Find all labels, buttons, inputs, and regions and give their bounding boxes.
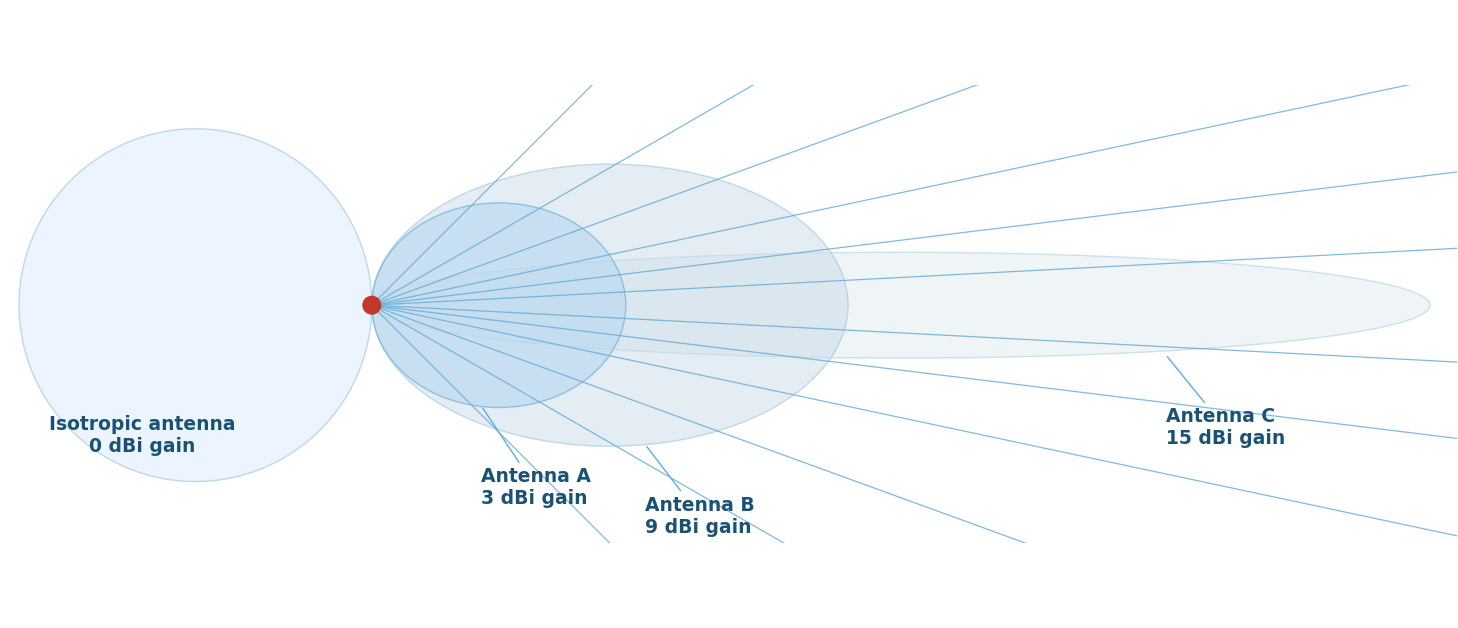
Text: Antenna C
15 dBi gain: Antenna C 15 dBi gain (1165, 357, 1284, 448)
Ellipse shape (19, 129, 372, 482)
Text: Antenna B
9 dBi gain: Antenna B 9 dBi gain (646, 447, 755, 537)
Ellipse shape (372, 203, 625, 408)
Text: Isotropic antenna
0 dBi gain: Isotropic antenna 0 dBi gain (50, 414, 236, 455)
Ellipse shape (372, 252, 1430, 358)
Ellipse shape (372, 164, 849, 447)
Circle shape (363, 296, 381, 314)
Text: Antenna A
3 dBi gain: Antenna A 3 dBi gain (481, 408, 590, 509)
